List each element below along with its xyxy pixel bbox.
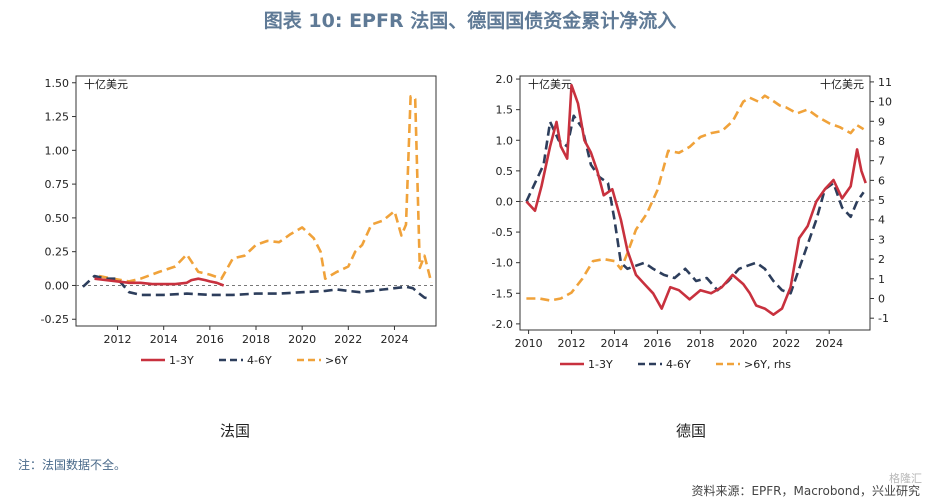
y2-tick-label: 2 bbox=[878, 253, 885, 266]
series-line-6y bbox=[98, 95, 433, 284]
watermark: 格隆汇 bbox=[889, 472, 922, 485]
y2-tick-label: 7 bbox=[878, 155, 885, 168]
x-tick-label: 2022 bbox=[334, 333, 362, 346]
series-line-6yrhs bbox=[526, 94, 865, 302]
unit-label-left: 十亿美元 bbox=[528, 77, 572, 91]
unit-label: 十亿美元 bbox=[84, 77, 128, 91]
germany-chart: -2.0 -1.5 -1.0 -0.5 0.0 0.5 1.0 1.5 2.0 -1 0 1 2 3 4 5 6… bbox=[492, 73, 892, 371]
y-tick-label: 0.0 bbox=[496, 195, 514, 208]
y-tick-label: 1.50 bbox=[45, 77, 70, 90]
legend-label: >6Y bbox=[325, 354, 348, 367]
legend-label: 4-6Y bbox=[247, 354, 272, 367]
y2-tick-label: 0 bbox=[878, 292, 885, 305]
y2-tick-label: -1 bbox=[878, 312, 889, 325]
y-tick-label: 1.0 bbox=[496, 134, 514, 147]
series-line-13y bbox=[94, 277, 225, 287]
y-tick-label: 2.0 bbox=[496, 73, 514, 86]
x-tick-label: 2014 bbox=[600, 337, 628, 350]
y-tick-label: -1.5 bbox=[492, 287, 513, 300]
legend-label: >6Y, rhs bbox=[744, 358, 791, 371]
series-line-46y bbox=[525, 114, 865, 295]
series-line-46y bbox=[82, 274, 432, 301]
y-tick-label: 0.00 bbox=[45, 279, 70, 292]
plot-frame bbox=[519, 75, 871, 331]
germany-subtitle: 德国 bbox=[676, 422, 707, 440]
footnote: 注：法国数据不全。 bbox=[18, 458, 127, 472]
legend-label: 1-3Y bbox=[588, 358, 613, 371]
figure-title: 图表 10: EPFR 法国、德国国债资金累计净流入 bbox=[263, 10, 677, 32]
x-tick-label: 2012 bbox=[104, 333, 132, 346]
y-tick-label: -1.0 bbox=[492, 257, 513, 270]
legend-label: 1-3Y bbox=[169, 354, 194, 367]
y-tick-label: 0.50 bbox=[45, 212, 70, 225]
y2-tick-label: 4 bbox=[878, 214, 885, 227]
y-tick-label: 1.25 bbox=[45, 111, 70, 124]
unit-label-right: 十亿美元 bbox=[820, 77, 864, 91]
x-tick-label: 2024 bbox=[815, 337, 843, 350]
y-tick-label: 0.5 bbox=[496, 165, 514, 178]
y2-tick-label: 9 bbox=[878, 115, 885, 128]
y-tick-label: -0.5 bbox=[492, 226, 513, 239]
x-tick-label: 2018 bbox=[686, 337, 714, 350]
legend-label: 4-6Y bbox=[666, 358, 691, 371]
france-subtitle: 法国 bbox=[220, 422, 251, 440]
x-tick-label: 2020 bbox=[729, 337, 757, 350]
y2-tick-label: 5 bbox=[878, 194, 885, 207]
x-tick-label: 2016 bbox=[643, 337, 671, 350]
y2-tick-label: 10 bbox=[878, 96, 892, 109]
y2-tick-label: 1 bbox=[878, 273, 885, 286]
x-tick-label: 2010 bbox=[515, 337, 543, 350]
y-tick-label: 1.5 bbox=[496, 104, 514, 117]
x-tick-label: 2014 bbox=[150, 333, 178, 346]
y2-tick-label: 11 bbox=[878, 76, 892, 89]
y2-tick-label: 8 bbox=[878, 135, 885, 148]
y-tick-label: 1.00 bbox=[45, 144, 70, 157]
y-tick-label: -0.25 bbox=[41, 313, 69, 326]
x-tick-label: 2012 bbox=[558, 337, 586, 350]
y-tick-label: 0.25 bbox=[45, 246, 70, 259]
x-tick-label: 2018 bbox=[242, 333, 270, 346]
y-tick-label: -2.0 bbox=[492, 318, 513, 331]
france-chart: -0.25 0.00 0.25 0.50 0.75 1.00 1.25 1.50 2012 201… bbox=[41, 75, 437, 367]
series-line-13y bbox=[525, 83, 867, 317]
x-tick-label: 2024 bbox=[380, 333, 408, 346]
x-tick-label: 2016 bbox=[196, 333, 224, 346]
y-tick-label: 0.75 bbox=[45, 178, 70, 191]
y2-tick-label: 3 bbox=[878, 233, 885, 246]
x-tick-label: 2022 bbox=[772, 337, 800, 350]
y2-tick-label: 6 bbox=[878, 174, 885, 187]
x-tick-label: 2020 bbox=[288, 333, 316, 346]
source-text: 资料来源：EPFR，Macrobond，兴业研究 bbox=[691, 484, 920, 498]
